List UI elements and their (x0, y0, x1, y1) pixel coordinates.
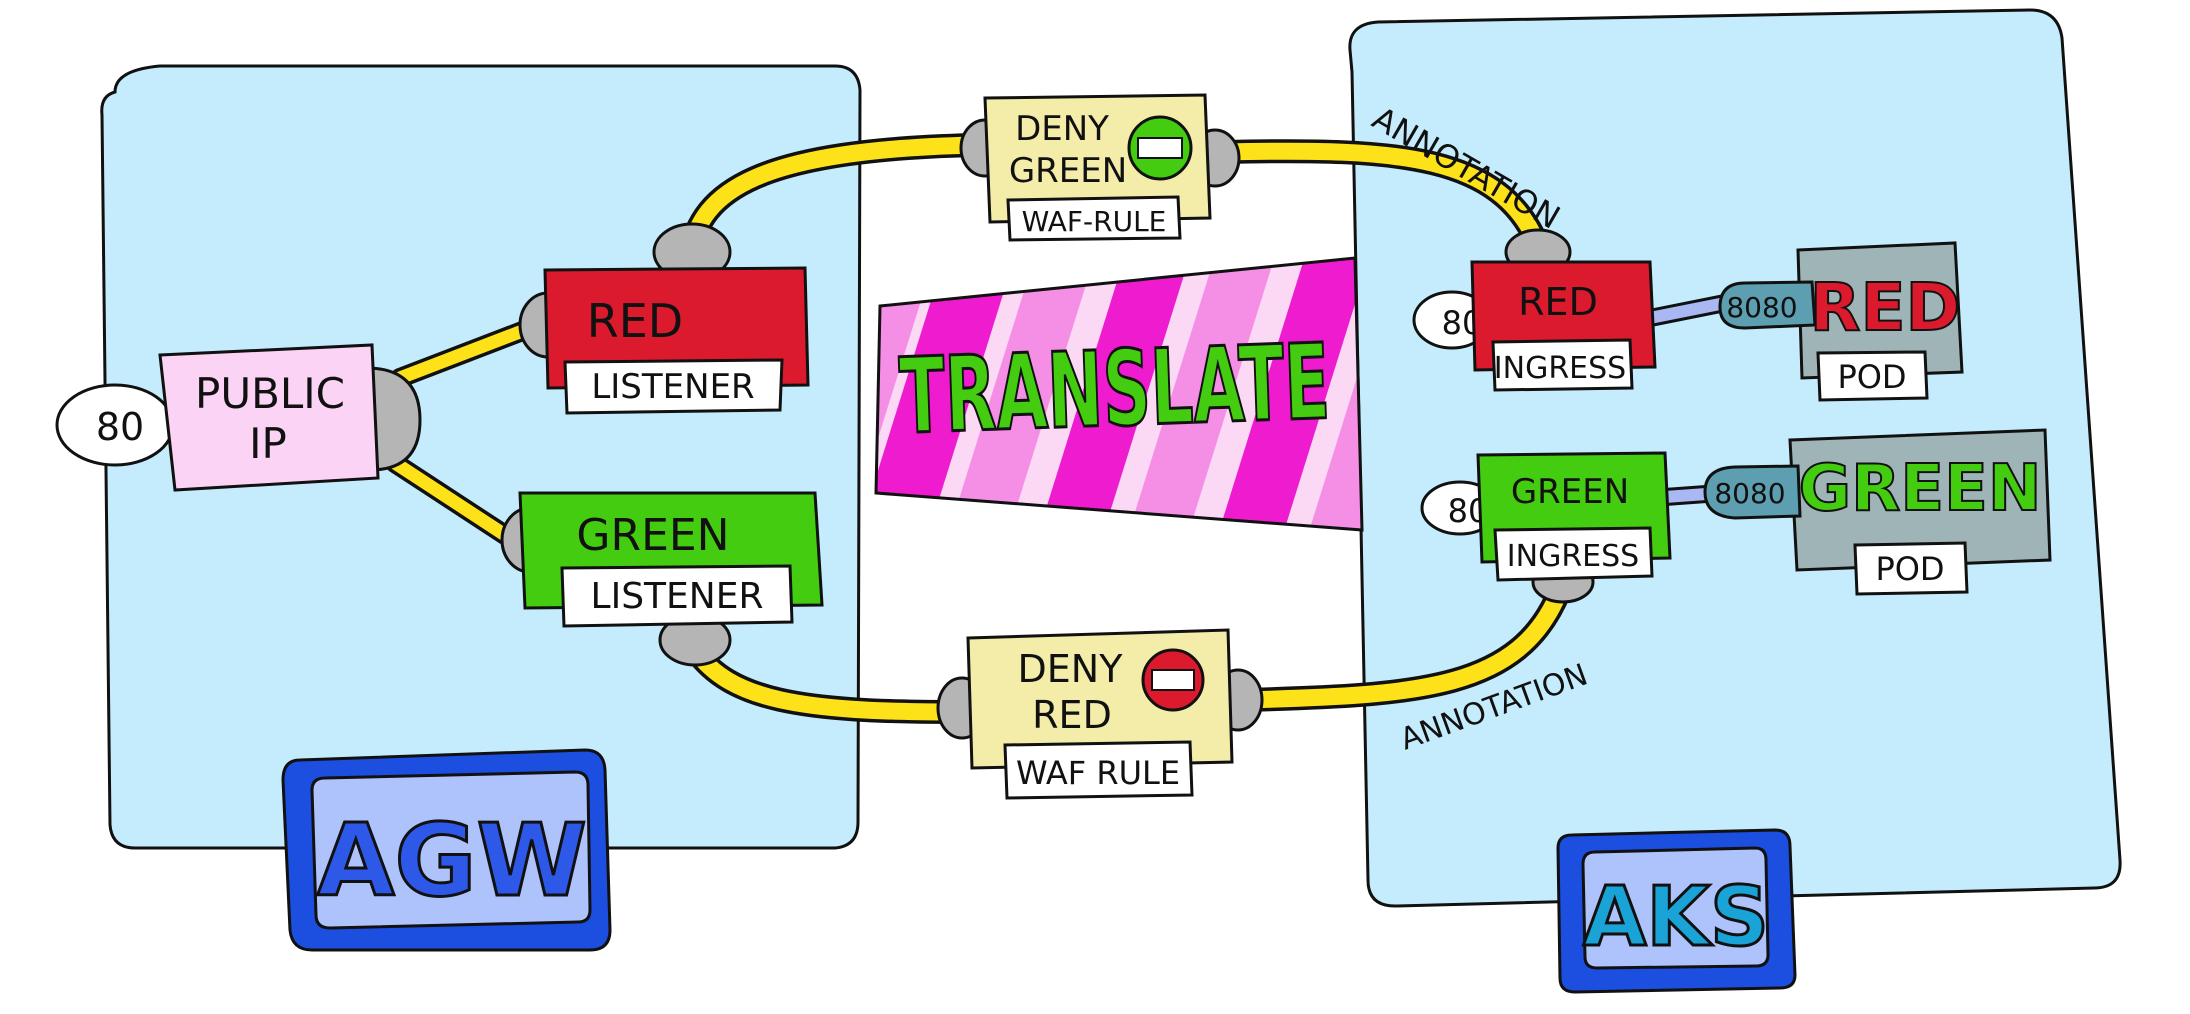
red-listener-tag-text: LISTENER (591, 367, 754, 407)
waf-top-tag (1006, 195, 1182, 242)
red-pod-tag (1816, 350, 1929, 402)
green-pod-port-badge (1703, 464, 1802, 520)
green-pod-node: 8080 GREEN POD (1703, 428, 2052, 596)
red-listener-tag (563, 358, 784, 415)
agw-label: AGW (317, 802, 587, 919)
red-ingress-title: RED (1518, 280, 1598, 324)
red-ingress-tag (1491, 338, 1634, 392)
translate-label: TRANSLATE (898, 321, 1332, 458)
public-ip-box (158, 343, 380, 492)
aks-badge: AKS (1556, 828, 1797, 994)
green-pod-title: GREEN (1799, 452, 2042, 526)
green-pod-tag (1853, 541, 1969, 596)
red-pod-box (1796, 241, 1964, 380)
red-pod-node: 8080 RED POD (1718, 241, 1964, 402)
agw-badge: AGW (281, 748, 612, 952)
public-ip-label-line2: IP (249, 419, 287, 468)
red-pod-title: RED (1810, 269, 1961, 346)
waf-top-line2: GREEN (1009, 151, 1127, 191)
green-listener-title: GREEN (576, 510, 729, 561)
deny-green-icon-bar (1137, 137, 1183, 159)
public-ip-label-line1: PUBLIC (195, 369, 345, 418)
waf-rule-top-node: DENY GREEN WAF-RULE (959, 93, 1241, 242)
waf-bottom-line1: DENY (1018, 647, 1124, 691)
red-listener-title: RED (587, 294, 683, 348)
public-ip-port: 80 (96, 405, 144, 449)
green-listener-tag-text: LISTENER (591, 576, 764, 617)
public-ip-node: 80 PUBLIC IP (55, 343, 422, 492)
red-pod-tag-text: POD (1837, 358, 1906, 396)
deny-red-icon-bar (1151, 669, 1195, 691)
waf-top-tag-text: WAF-RULE (1022, 205, 1167, 238)
waf-bottom-line2: RED (1032, 693, 1112, 737)
red-listener-box (543, 266, 810, 390)
translate-banner: TRANSLATE (874, 256, 1364, 532)
waf-rule-bottom-node: DENY RED WAF RULE (936, 628, 1264, 800)
pipes (385, 133, 1572, 724)
waf-bottom-tag-text: WAF RULE (1016, 754, 1180, 792)
green-ingress-node: 80 GREEN INGRESS (1420, 451, 1729, 604)
aks-label: AKS (1583, 870, 1769, 965)
green-pod-tag-text: POD (1875, 550, 1944, 588)
green-ingress-tag-text: INGRESS (1507, 539, 1639, 574)
green-listener-tag (560, 564, 794, 628)
red-ingress-tag-text: INGRESS (1494, 351, 1626, 386)
waf-top-line1: DENY (1015, 109, 1109, 149)
green-pod-box (1788, 428, 2052, 572)
green-listener-node: GREEN LISTENER (500, 491, 824, 667)
red-pod-port: 8080 (1726, 291, 1797, 324)
green-ingress-title: GREEN (1511, 472, 1629, 512)
green-pod-port: 8080 (1714, 477, 1785, 510)
public-ip-connector (368, 366, 422, 472)
red-pod-port-badge (1718, 280, 1817, 330)
waf-bottom-tag (1003, 740, 1194, 800)
green-ingress-tag (1493, 526, 1654, 582)
red-listener-node: RED LISTENER (518, 222, 810, 415)
